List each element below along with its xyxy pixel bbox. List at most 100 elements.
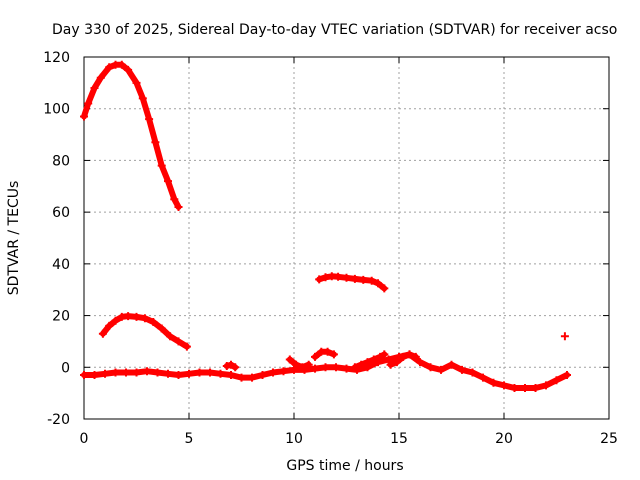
y-tick-label: 0 <box>61 360 70 376</box>
data-point <box>392 358 401 367</box>
data-point <box>124 312 133 321</box>
plot-frame <box>83 56 610 420</box>
series-arc-40 <box>315 272 389 293</box>
x-tick-label: 20 <box>495 431 513 447</box>
data-point <box>132 78 141 87</box>
data-point <box>332 363 340 372</box>
data-point <box>157 324 166 333</box>
data-point <box>174 371 183 379</box>
series-bump-11 <box>311 347 338 361</box>
x-tick-label: 15 <box>390 431 408 447</box>
y-tick-label: 20 <box>52 309 70 325</box>
data-point <box>531 384 540 392</box>
data-point <box>143 367 151 376</box>
data-point <box>521 384 529 392</box>
data-point <box>350 363 359 372</box>
data-point <box>237 373 246 382</box>
data-point <box>426 363 435 372</box>
data-point <box>80 371 88 379</box>
data-point <box>363 358 372 367</box>
data-point <box>227 371 235 379</box>
data-point <box>206 368 214 377</box>
y-tick-label: 60 <box>52 205 70 221</box>
y-tick-label: 80 <box>52 153 70 169</box>
series-baseline <box>80 350 571 392</box>
data-point <box>437 365 445 374</box>
data-point <box>174 203 183 211</box>
data-point <box>342 273 351 282</box>
data-point <box>227 360 235 369</box>
data-point <box>285 355 294 364</box>
data-point <box>380 350 389 359</box>
data-point <box>298 363 307 372</box>
data-point <box>84 99 93 108</box>
data-point <box>216 369 225 378</box>
data-point <box>157 161 166 170</box>
data-point <box>90 371 99 379</box>
data-point <box>258 371 267 379</box>
data-point <box>145 115 154 124</box>
y-tick-label: -20 <box>47 412 70 428</box>
series-bump-10 <box>285 355 313 372</box>
data-point <box>416 358 424 367</box>
data-point <box>323 347 332 356</box>
data-point <box>560 332 569 341</box>
data-point <box>101 369 109 378</box>
data-point <box>500 381 508 390</box>
data-point <box>315 275 324 284</box>
data-point <box>304 360 313 369</box>
data-point <box>185 369 193 378</box>
data-point <box>386 360 395 369</box>
data-point <box>329 350 338 359</box>
series-trace <box>286 356 312 371</box>
data-point <box>98 329 107 338</box>
series-bump-13 <box>350 350 389 372</box>
x-tick-label: 10 <box>285 431 303 447</box>
data-point <box>138 94 147 103</box>
data-point <box>290 365 298 374</box>
x-tick-label: 5 <box>185 431 194 447</box>
chart-title: Day 330 of 2025, Sidereal Day-to-day VTE… <box>52 22 617 38</box>
data-point <box>311 364 319 373</box>
series-outlier <box>560 332 569 341</box>
grid <box>84 57 609 419</box>
data-point <box>151 138 160 147</box>
data-point <box>405 350 414 359</box>
y-tick-label: 120 <box>43 50 70 66</box>
data-point <box>117 60 126 69</box>
y-tick-label: 40 <box>52 257 70 273</box>
data-point <box>174 337 183 346</box>
data-point <box>279 367 288 376</box>
data-point <box>164 369 172 378</box>
data-marks <box>80 60 571 392</box>
data-point <box>292 360 301 369</box>
data-point <box>542 381 550 390</box>
data-point <box>140 314 149 323</box>
x-tick-label: 0 <box>80 431 89 447</box>
data-point <box>111 316 120 325</box>
data-point <box>182 342 191 351</box>
data-point <box>563 371 571 379</box>
data-point <box>124 65 133 74</box>
data-point <box>269 368 277 377</box>
axis-ticks: 0 5 10 15 20 25 -20 0 20 40 60 80 100 120 <box>43 50 618 447</box>
y-tick-label: 100 <box>43 102 70 118</box>
data-point <box>170 195 179 204</box>
data-point <box>447 360 456 369</box>
data-point <box>367 276 376 285</box>
series-bump-7 <box>222 360 240 372</box>
series-arc-mid <box>98 312 191 351</box>
data-point <box>153 368 162 377</box>
data-point <box>149 318 158 326</box>
data-point <box>342 364 351 373</box>
series-arc-high <box>80 60 183 211</box>
x-axis-label: GPS time / hours <box>286 458 403 474</box>
data-point <box>399 352 408 361</box>
data-point <box>357 360 366 369</box>
data-point <box>311 352 319 361</box>
data-point <box>321 363 330 372</box>
data-point <box>489 378 498 387</box>
data-point <box>552 376 561 385</box>
data-point <box>384 355 393 364</box>
